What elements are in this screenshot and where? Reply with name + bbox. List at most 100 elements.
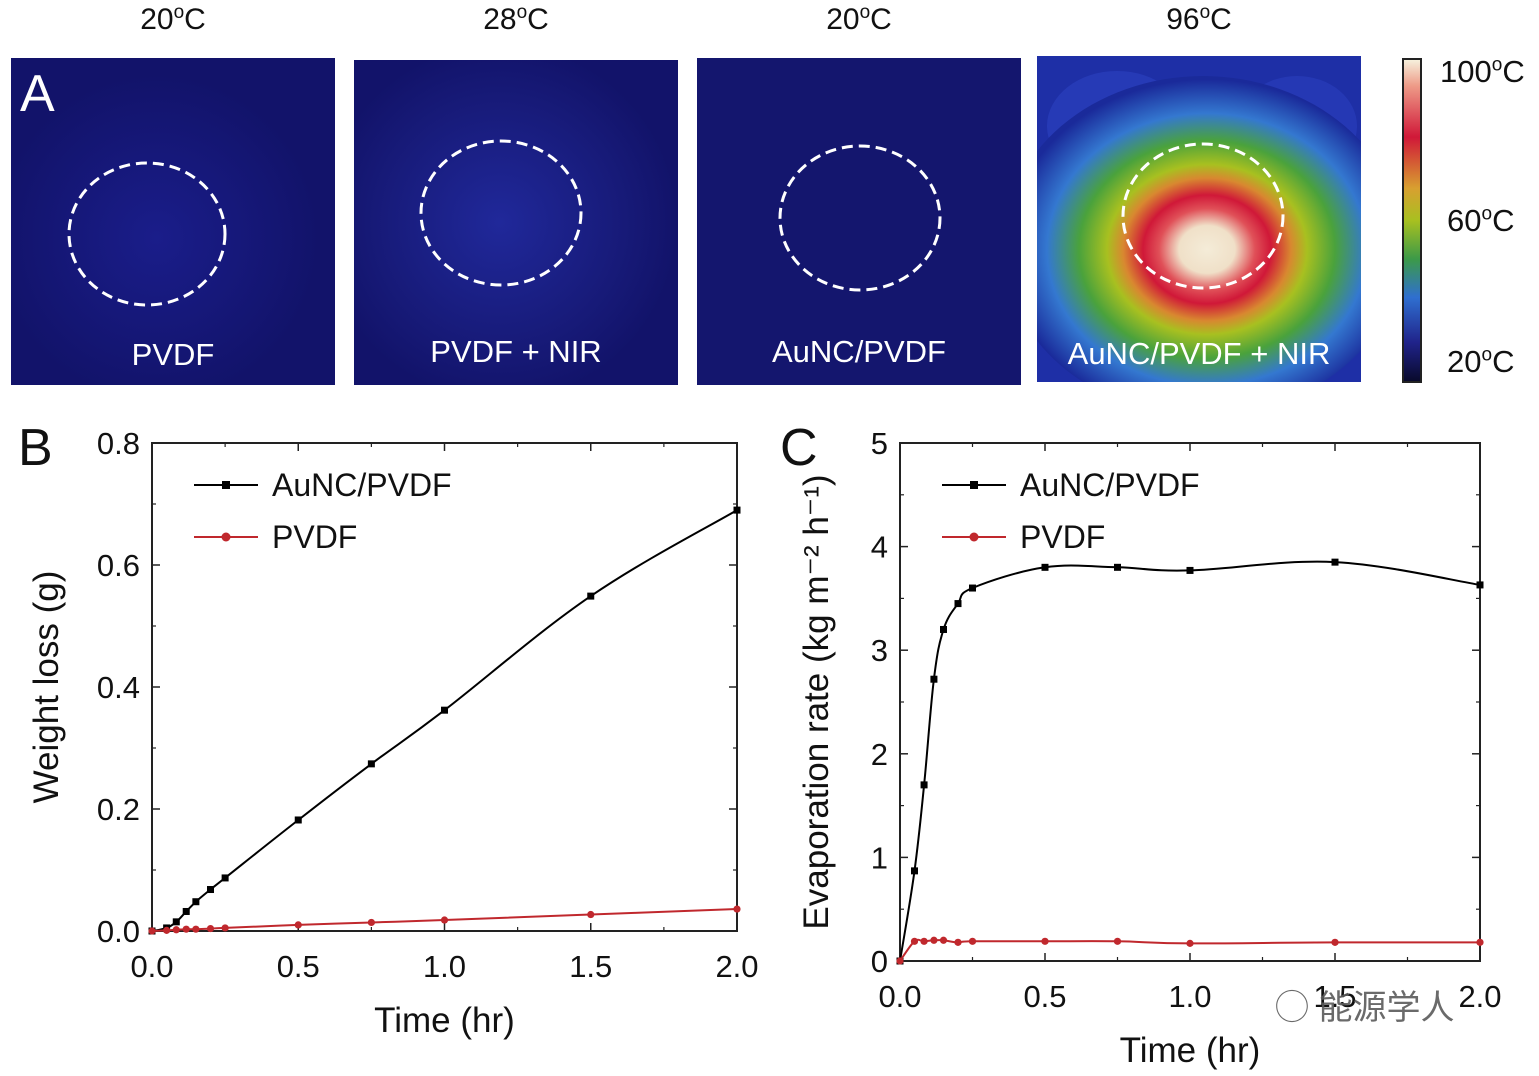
thermal-image-pvdf: PVDF A <box>11 58 335 385</box>
y-axis-label: Weight loss (g) <box>27 571 66 804</box>
plot-frame <box>151 442 738 932</box>
x-axis-label: Time (hr) <box>374 1001 515 1040</box>
y-tick-label: 4 <box>871 530 888 565</box>
legend-marker <box>970 481 978 489</box>
data-point <box>896 957 904 965</box>
x-tick-label: 0.5 <box>1023 979 1066 1014</box>
series-line <box>151 509 738 932</box>
temp-label-2: 28oC <box>483 2 549 36</box>
data-point <box>910 937 919 945</box>
y-tick-label: 1 <box>871 840 888 875</box>
thermal-label-pvdf: PVDF <box>131 337 215 372</box>
thermal-image-pvdf-nir: PVDF + NIR <box>354 60 678 385</box>
legend-label: PVDF <box>1020 519 1105 555</box>
data-point <box>940 625 947 633</box>
x-tick-label: 2.0 <box>715 949 758 984</box>
data-point <box>968 937 977 945</box>
wechat-icon: ◯ <box>1275 989 1309 1027</box>
x-tick-label: 0.0 <box>130 949 173 984</box>
data-point <box>1041 937 1049 945</box>
data-point <box>587 910 595 919</box>
legend-label: PVDF <box>272 519 357 555</box>
data-point <box>1186 566 1194 574</box>
data-point <box>587 592 595 600</box>
x-tick-label: 1.5 <box>1313 979 1356 1014</box>
temp-label-3: 20oC <box>826 2 892 36</box>
data-point <box>1186 939 1194 947</box>
y-tick-label: 0.4 <box>97 670 140 705</box>
sample-outline <box>778 144 942 292</box>
thermal-image-aunc-pvdf: AuNC/PVDF <box>697 58 1021 385</box>
x-tick-label: 0.0 <box>878 979 921 1014</box>
x-tick-label: 0.5 <box>277 949 320 984</box>
series-line <box>899 560 1481 962</box>
watermark: ◯ 能源学人 <box>1275 989 1455 1027</box>
data-point <box>969 584 976 592</box>
data-point <box>930 936 938 944</box>
panel-letter-b: B <box>18 419 53 477</box>
data-point <box>939 936 948 944</box>
panel-letter-a: A <box>20 65 55 123</box>
legend-marker <box>969 532 979 542</box>
legend-marker <box>221 532 231 542</box>
data-point <box>182 925 190 933</box>
data-point <box>221 874 229 882</box>
y-tick-label: 0.2 <box>97 792 140 827</box>
y-axis-label: Evaporation rate (kg m⁻² h⁻¹) <box>797 474 836 929</box>
y-tick-label: 0.0 <box>97 914 140 949</box>
temp-label-4: 96oC <box>1166 2 1232 36</box>
x-tick-label: 1.0 <box>423 949 466 984</box>
data-point <box>930 675 938 683</box>
evaporation-rate-chart: 0.0 0.5 1.0 1.5 2.0 0 1 2 3 4 5 Time (hr) Evaporatio… <box>797 426 1502 1070</box>
data-point <box>367 760 375 768</box>
legend-label: AuNC/PVDF <box>272 467 452 503</box>
data-point <box>440 916 449 924</box>
y-tick-label: 0.6 <box>97 548 140 583</box>
temp-label-1: 20oC <box>140 2 206 36</box>
data-point <box>221 924 229 932</box>
data-point <box>294 816 302 824</box>
data-point <box>294 921 302 929</box>
data-point <box>441 706 448 714</box>
data-point <box>1041 563 1049 571</box>
data-point <box>182 907 190 915</box>
x-tick-label: 1.5 <box>569 949 612 984</box>
weight-loss-chart: 0.0 0.5 1.0 1.5 2.0 0.0 0.2 0.4 0.6 0.8 Time (hr) W… <box>27 426 759 1040</box>
data-point <box>1476 581 1484 589</box>
data-point <box>172 918 180 926</box>
data-point <box>733 506 741 514</box>
data-point <box>733 905 741 913</box>
thermal-label-aunc-pvdf-nir: AuNC/PVDF + NIR <box>1067 336 1331 371</box>
data-point <box>148 927 156 935</box>
y-tick-label: 5 <box>871 426 888 461</box>
data-point <box>367 918 375 927</box>
sample-outline <box>419 139 583 287</box>
data-point <box>192 898 200 906</box>
sample-outline <box>1121 142 1285 290</box>
data-point <box>911 867 918 875</box>
data-point <box>954 600 962 608</box>
data-point <box>163 926 171 934</box>
legend-label: AuNC/PVDF <box>1020 467 1200 503</box>
x-tick-label: 2.0 <box>1458 979 1501 1014</box>
sample-outline <box>67 161 227 307</box>
y-tick-label: 0 <box>871 944 888 979</box>
data-point <box>1113 937 1122 945</box>
y-tick-label: 2 <box>871 737 888 772</box>
data-point <box>172 926 180 934</box>
data-point <box>1331 938 1339 946</box>
thermal-image-aunc-pvdf-nir: AuNC/PVDF + NIR <box>1037 56 1361 382</box>
data-point <box>954 938 962 946</box>
colorbar-max-label: 100oC <box>1440 54 1525 89</box>
thermal-label-aunc-pvdf: AuNC/PVDF <box>772 334 946 369</box>
data-point <box>207 886 214 894</box>
data-point <box>1476 938 1484 946</box>
panel-letter-c: C <box>780 419 818 477</box>
plot-frame <box>899 442 1481 962</box>
thermal-label-pvdf-nir: PVDF + NIR <box>430 334 602 369</box>
data-point <box>920 937 928 945</box>
data-point <box>206 924 215 933</box>
colorbar-min-label: 20oC <box>1447 344 1515 379</box>
y-tick-label: 0.8 <box>97 426 140 461</box>
x-tick-label: 1.0 <box>1168 979 1211 1014</box>
